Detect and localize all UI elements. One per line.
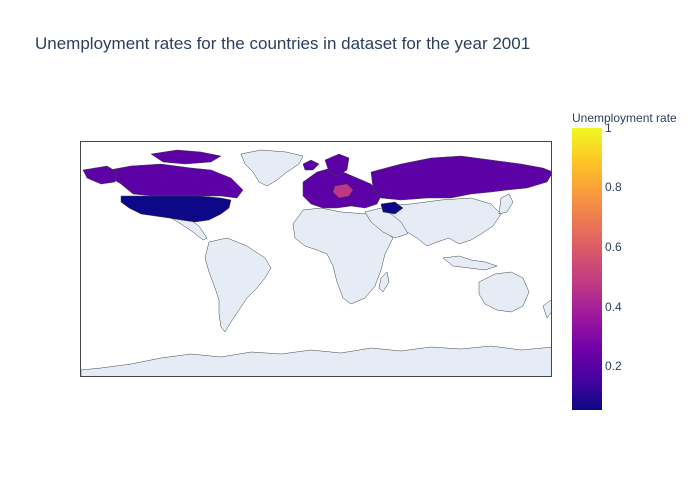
central-europe xyxy=(332,183,354,199)
united-states xyxy=(120,195,232,223)
colorbar-tick-label: 0.4 xyxy=(605,300,622,314)
colorbar-tick-label: 0.2 xyxy=(605,359,622,373)
madagascar xyxy=(378,271,390,293)
world-map[interactable] xyxy=(80,141,552,377)
asia xyxy=(380,197,502,247)
indonesia xyxy=(442,255,498,271)
south-america xyxy=(204,237,272,333)
alaska xyxy=(82,165,118,185)
arctic-islands xyxy=(150,149,222,165)
eastern-europe xyxy=(380,201,404,215)
colorbar-tick-label: 0.6 xyxy=(605,240,622,254)
map-svg xyxy=(81,149,551,376)
new-zealand xyxy=(542,299,551,319)
colorbar xyxy=(572,128,602,410)
colorbar-tick-label: 1 xyxy=(605,121,612,135)
chart-title: Unemployment rates for the countries in … xyxy=(35,34,531,53)
japan xyxy=(498,193,514,215)
canada xyxy=(108,163,244,199)
colorbar-tick-label: 0.8 xyxy=(605,180,622,194)
antarctica xyxy=(81,345,551,376)
australia xyxy=(478,271,530,313)
greenland xyxy=(240,149,304,187)
scandinavia xyxy=(324,153,350,177)
iceland xyxy=(302,159,320,171)
russia xyxy=(370,155,551,201)
colorbar-title: Unemployment rate xyxy=(572,111,677,125)
